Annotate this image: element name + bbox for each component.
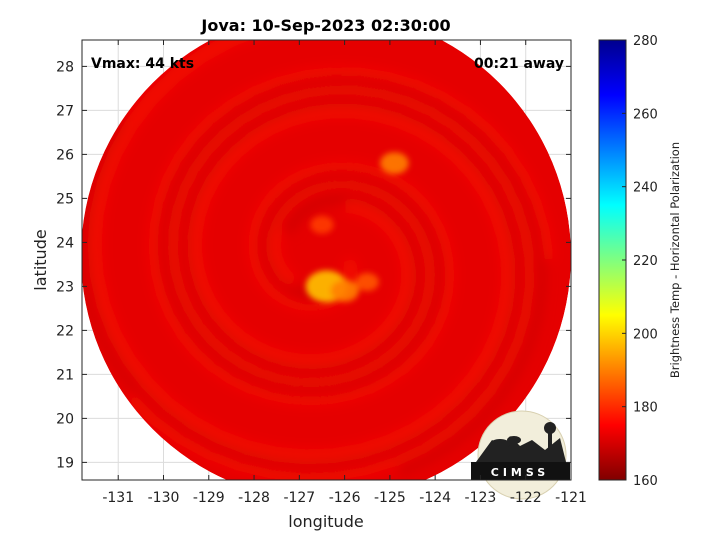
y-axis-label: latitude (31, 229, 50, 290)
convective-feature (355, 273, 379, 291)
convective-feature (310, 215, 334, 234)
x-tick-label: -131 (102, 490, 134, 506)
colorbar-tick-label: 160 (633, 474, 658, 489)
rain-band (87, 40, 515, 464)
rain-band (82, 94, 526, 474)
swath-image (82, 40, 571, 480)
rain-band (157, 75, 546, 476)
y-tick-label: 19 (56, 455, 74, 471)
x-tick-label: -125 (374, 490, 406, 506)
x-tick-label: -123 (465, 490, 497, 506)
colorbar-tick-label: 260 (633, 107, 658, 122)
convective-feature (380, 152, 409, 175)
x-tick-label: -129 (193, 490, 225, 506)
colorbar-tick-label: 180 (633, 401, 658, 416)
x-tick-label: -124 (419, 490, 451, 506)
x-tick-label: -126 (329, 490, 361, 506)
colorbar-tick-label: 280 (633, 34, 658, 49)
y-tick-label: 24 (56, 235, 74, 251)
y-tick-label: 22 (56, 323, 74, 339)
x-tick-label: -127 (283, 490, 315, 506)
y-tick-label: 28 (56, 59, 74, 75)
colorbar-axis: 160 180 200 220 240 260 280 (622, 34, 658, 489)
y-axis: 19 20 21 22 23 24 25 26 27 28 (56, 59, 571, 471)
chart-title: Jova: 10-Sep-2023 02:30:00 (200, 16, 450, 35)
x-tick-label: -130 (148, 490, 180, 506)
x-tick-label: -122 (510, 490, 542, 506)
rain-band (147, 65, 556, 407)
y-tick-label: 20 (56, 411, 74, 427)
colorbar-tick-label: 200 (633, 327, 658, 342)
x-tick-label: -128 (238, 490, 270, 506)
cimss-logo-text: CIMSS (491, 466, 549, 479)
colorbar-tick-label: 220 (633, 254, 658, 269)
y-tick-label: 27 (56, 103, 74, 119)
cimss-logo: CIMSS (471, 410, 570, 500)
colorbar (598, 39, 627, 481)
x-tick-label: -121 (555, 490, 587, 506)
colorbar-label: Brightness Temp - Horizontal Polarizatio… (668, 142, 682, 378)
axes-frame (81, 39, 572, 481)
x-axis: -131 -130 -129 -128 -127 -126 -125 -124 -123 -122… (102, 40, 587, 506)
rain-band (126, 85, 536, 480)
x-axis-label: longitude (288, 512, 363, 531)
y-tick-label: 21 (56, 367, 74, 383)
convective-feature (330, 279, 359, 302)
colorbar-tick-label: 240 (633, 181, 658, 196)
vmax-annotation: Vmax: 44 kts (91, 56, 194, 72)
y-tick-label: 23 (56, 279, 74, 295)
y-tick-label: 26 (56, 147, 74, 163)
time-offset-annotation: 00:21 away (474, 56, 564, 72)
y-tick-label: 25 (56, 191, 74, 207)
